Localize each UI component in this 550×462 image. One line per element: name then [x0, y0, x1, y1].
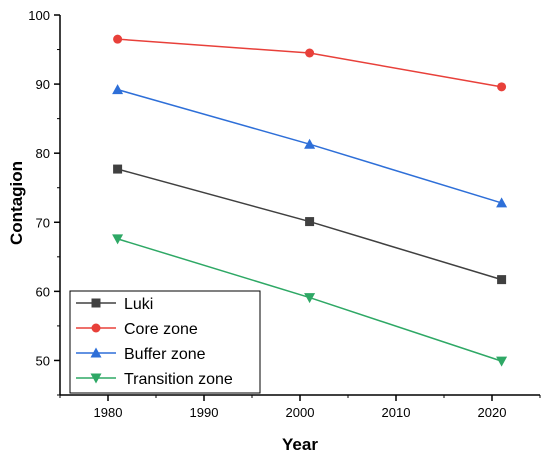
data-point — [113, 164, 123, 174]
data-point — [497, 275, 507, 285]
x-tick-label: 2010 — [382, 405, 411, 420]
legend-marker — [91, 323, 101, 333]
legend: Luki Core zone Buffer zone Transition zone — [69, 290, 261, 394]
x-axis-title: Year — [282, 435, 318, 454]
series-core-zone — [113, 34, 507, 92]
axes: 50 60 70 80 90 100 1980 1990 2000 2010 2020 — [28, 8, 541, 420]
legend-item: Transition zone — [76, 371, 233, 388]
legend-marker — [90, 373, 102, 384]
data-point — [112, 234, 124, 245]
series-layer — [112, 34, 508, 367]
data-point — [304, 138, 316, 149]
legend-label: Core zone — [124, 321, 198, 338]
legend-label: Transition zone — [124, 371, 233, 388]
data-point — [496, 356, 508, 367]
y-tick-label: 90 — [36, 77, 50, 92]
y-tick-label: 80 — [36, 146, 50, 161]
series-luki — [113, 164, 507, 285]
data-point — [305, 217, 315, 227]
x-tick-label: 2020 — [478, 405, 507, 420]
y-tick-label: 70 — [36, 215, 50, 230]
series-line — [117, 38, 502, 88]
y-tick-label: 100 — [28, 8, 50, 23]
data-point — [305, 48, 315, 58]
y-axis-title: Contagion — [7, 161, 26, 245]
data-point — [112, 84, 124, 95]
y-tick-label: 60 — [36, 284, 50, 299]
x-tick-label: 1980 — [94, 405, 123, 420]
x-tick-label: 1990 — [190, 405, 219, 420]
legend-item: Luki — [76, 296, 153, 313]
legend-item: Buffer zone — [76, 346, 206, 363]
data-point — [496, 197, 508, 208]
legend-item: Core zone — [76, 321, 198, 338]
legend-marker — [91, 298, 101, 308]
legend-label: Luki — [124, 296, 153, 313]
series-buffer-zone — [112, 84, 508, 208]
data-point — [304, 293, 316, 304]
legend-box — [69, 290, 261, 394]
x-tick-label: 2000 — [286, 405, 315, 420]
legend-marker — [90, 347, 102, 358]
legend-label: Buffer zone — [124, 346, 206, 363]
data-point — [113, 34, 123, 44]
y-tick-label: 50 — [36, 353, 50, 368]
data-point — [497, 82, 507, 92]
series-transition-zone — [112, 234, 508, 367]
